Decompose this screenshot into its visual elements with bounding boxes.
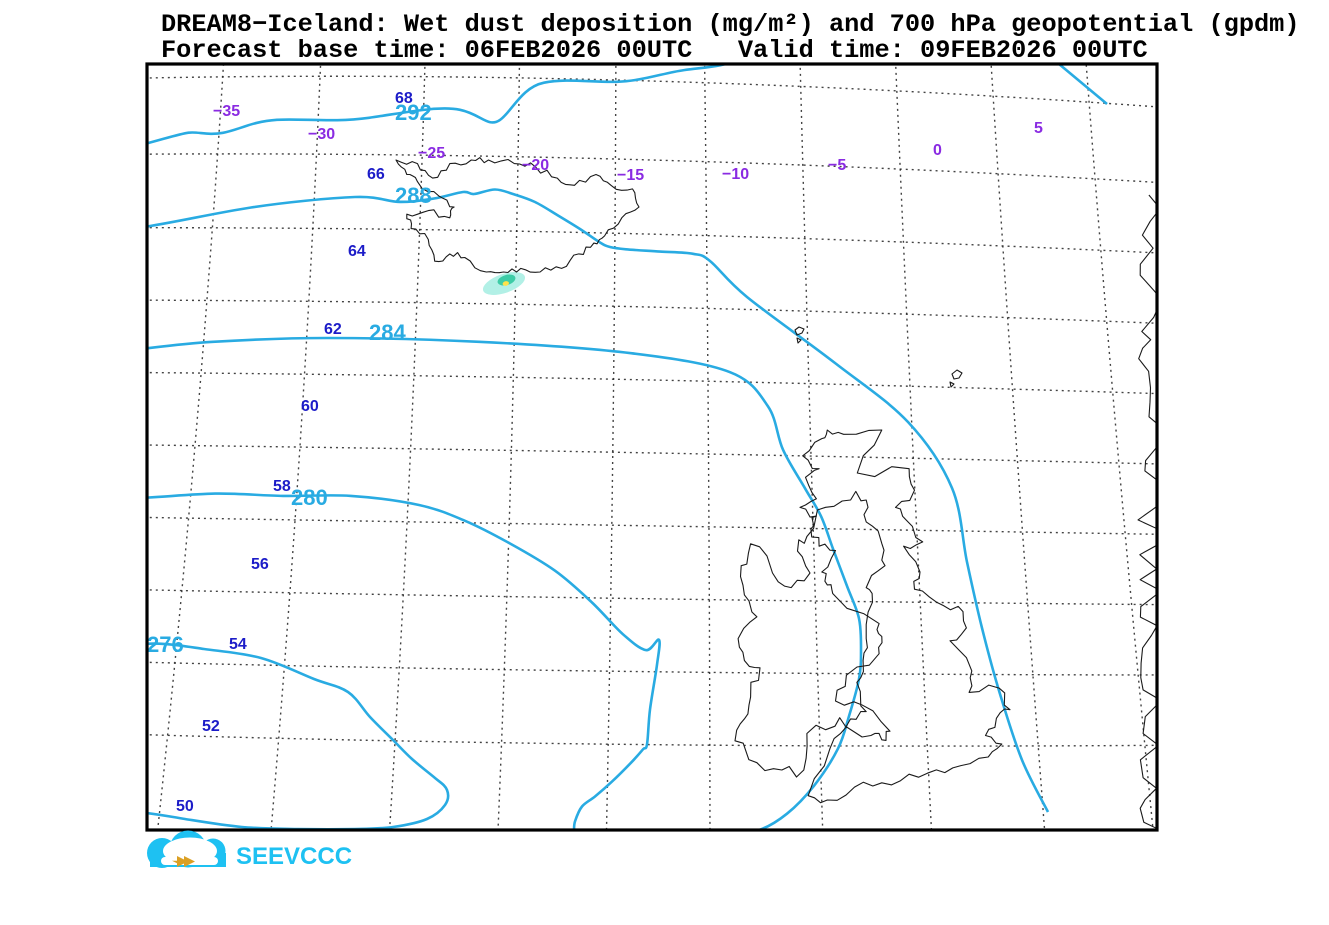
svg-text:52: 52 (202, 718, 220, 735)
svg-text:SEEVCCC: SEEVCCC (236, 843, 352, 870)
svg-text:−30: −30 (308, 126, 335, 143)
svg-text:−20: −20 (522, 157, 549, 174)
svg-text:60: 60 (301, 398, 319, 415)
svg-text:50: 50 (176, 798, 194, 815)
svg-text:292: 292 (395, 100, 432, 125)
svg-text:−5: −5 (828, 157, 846, 174)
svg-text:284: 284 (369, 320, 406, 345)
svg-text:54: 54 (229, 636, 247, 653)
svg-text:62: 62 (324, 321, 342, 338)
svg-text:56: 56 (251, 556, 269, 573)
svg-text:−10: −10 (722, 166, 749, 183)
svg-text:280: 280 (291, 485, 328, 510)
svg-text:288: 288 (945, 2, 982, 27)
svg-text:5: 5 (1034, 120, 1043, 137)
svg-text:58: 58 (273, 478, 291, 495)
svg-text:64: 64 (348, 243, 366, 260)
svg-text:−35: −35 (213, 103, 240, 120)
svg-text:288: 288 (395, 183, 432, 208)
svg-text:−25: −25 (418, 145, 445, 162)
svg-text:276: 276 (147, 632, 184, 657)
svg-text:−15: −15 (617, 167, 644, 184)
svg-text:0: 0 (933, 142, 942, 159)
svg-text:66: 66 (367, 166, 385, 183)
